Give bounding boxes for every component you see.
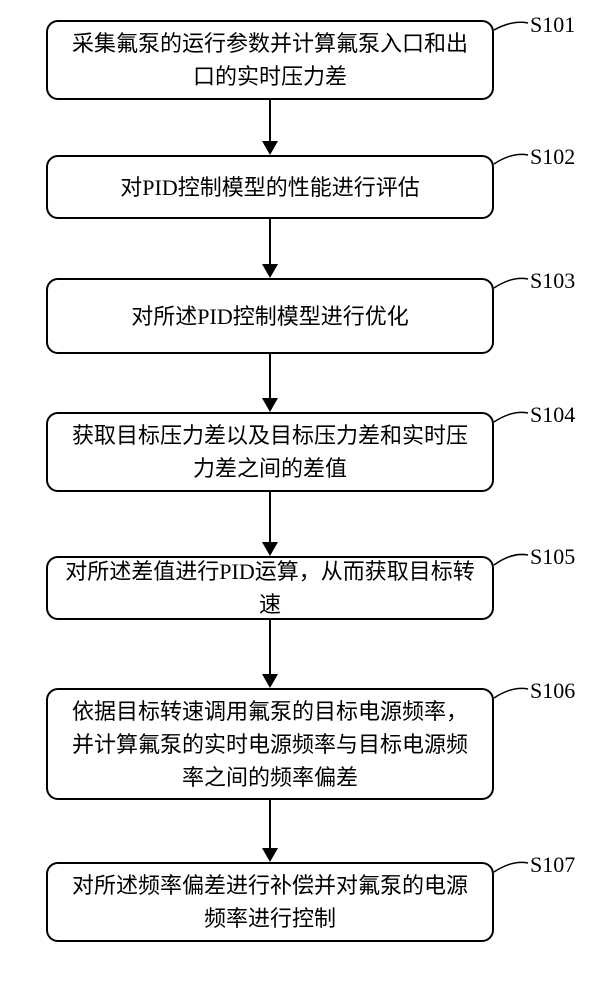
arrowhead-icon [262,542,278,556]
connector-arrow [262,100,278,155]
step-label-s101: S101 [530,12,575,38]
connector-line [269,354,271,398]
flow-step-s107: 对所述频率偏差进行补偿并对氟泵的电源频率进行控制 [46,862,494,942]
step-label-s107: S107 [530,852,575,878]
flow-step-s101: 采集氟泵的运行参数并计算氟泵入口和出口的实时压力差 [46,20,494,100]
leader-line [490,682,532,702]
step-label-s103: S103 [530,268,575,294]
flow-step-s103: 对所述PID控制模型进行优化 [46,278,494,354]
flow-step-text: 采集氟泵的运行参数并计算氟泵入口和出口的实时压力差 [64,27,476,93]
leader-line [490,148,532,168]
step-label-s105: S105 [530,544,575,570]
arrowhead-icon [262,141,278,155]
leader-line [490,548,532,569]
arrowhead-icon [262,264,278,278]
flowchart-canvas: 采集氟泵的运行参数并计算氟泵入口和出口的实时压力差 S101 对PID控制模型的性能… [0,0,604,1000]
connector-arrow [262,354,278,412]
leader-line [490,272,532,292]
leader-line [490,856,532,876]
connector-arrow [262,800,278,862]
connector-line [269,800,271,848]
flow-step-text: 对所述差值进行PID运算，从而获取目标转速 [64,555,476,621]
connector-line [269,620,271,674]
connector-line [269,219,271,264]
connector-line [269,100,271,141]
flow-step-text: 获取目标压力差以及目标压力差和实时压力差之间的差值 [64,419,476,485]
arrowhead-icon [262,398,278,412]
flow-step-text: 依据目标转速调用氟泵的目标电源频率，并计算氟泵的实时电源频率与目标电源频率之间的… [64,695,476,794]
leader-line [490,406,532,426]
flow-step-s102: 对PID控制模型的性能进行评估 [46,155,494,219]
flow-step-s104: 获取目标压力差以及目标压力差和实时压力差之间的差值 [46,412,494,492]
connector-arrow [262,492,278,556]
connector-line [269,492,271,542]
step-label-s104: S104 [530,402,575,428]
arrowhead-icon [262,674,278,688]
connector-arrow [262,620,278,688]
flow-step-s106: 依据目标转速调用氟泵的目标电源频率，并计算氟泵的实时电源频率与目标电源频率之间的… [46,688,494,800]
flow-step-text: 对PID控制模型的性能进行评估 [120,171,419,204]
arrowhead-icon [262,848,278,862]
step-label-s102: S102 [530,144,575,170]
step-label-s106: S106 [530,678,575,704]
flow-step-s105: 对所述差值进行PID运算，从而获取目标转速 [46,556,494,620]
flow-step-text: 对所述PID控制模型进行优化 [131,300,408,333]
connector-arrow [262,219,278,278]
flow-step-text: 对所述频率偏差进行补偿并对氟泵的电源频率进行控制 [64,869,476,935]
leader-line [490,16,532,34]
